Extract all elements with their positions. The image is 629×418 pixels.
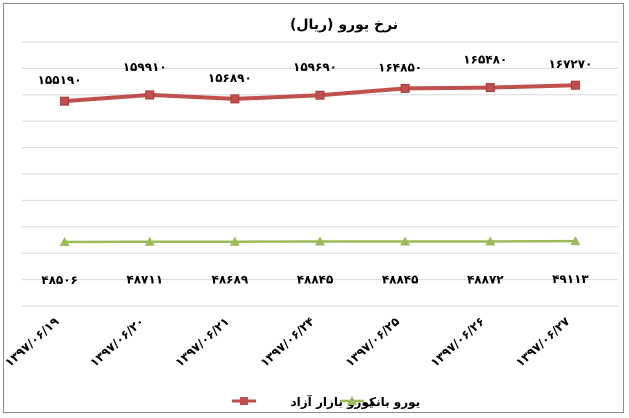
data-point — [144, 236, 155, 246]
data-point — [145, 90, 155, 100]
data-point — [315, 90, 325, 100]
x-tick-label: ۱۳۹۷/۰۶/۱۹ — [2, 314, 62, 370]
data-label: ۱۶۷۲۷۰ — [548, 57, 592, 71]
data-label: ۴۸۸۴۵ — [382, 273, 419, 287]
data-label: ۱۵۵۱۹۰ — [38, 73, 82, 87]
data-label: ۱۶۵۴۸۰ — [463, 53, 507, 67]
legend-triangle-marker — [347, 396, 357, 405]
chart-title: نرخ یورو (ریال) — [290, 17, 398, 33]
data-point — [570, 236, 581, 246]
x-tick-label: ۱۳۹۷/۰۶/۲۵ — [343, 314, 402, 369]
data-point — [400, 83, 410, 93]
series-layer — [59, 80, 581, 246]
data-label: ۴۹۱۱۳ — [552, 272, 589, 286]
data-point — [485, 83, 495, 93]
x-axis-ticks: ۱۳۹۷/۰۶/۱۹ ۱۳۹۷/۰۶/۲۰ ۱۳۹۷/۰۶/۲۱ ۱۳۹۷/۰۶/۲۴… — [2, 314, 573, 370]
data-point — [485, 236, 496, 246]
data-label: ۱۶۴۸۵۰ — [378, 60, 422, 74]
gridlines — [22, 41, 618, 307]
data-point — [315, 236, 325, 246]
data-label: ۴۸۸۴۵ — [297, 273, 334, 287]
data-point — [60, 96, 70, 106]
data-label: ۴۸۵۰۶ — [41, 273, 78, 287]
data-label: ۱۵۹۹۱۰ — [123, 60, 167, 74]
legend-square-marker — [240, 397, 248, 405]
data-point — [229, 236, 240, 246]
x-tick-label: ۱۳۹۷/۰۶/۲۶ — [428, 314, 487, 369]
data-label: ۴۸۷۱۱ — [126, 273, 163, 287]
data-labels: ۱۵۵۱۹۰ ۱۵۹۹۱۰ ۱۵۶۸۹۰ ۱۵۹۶۹۰ ۱۶۴۸۵۰ ۱۶۵۴۸۰ ۱۶۷۲… — [38, 53, 593, 287]
data-label: ۴۸۸۷۲ — [467, 272, 504, 286]
data-label: ۱۵۶۸۹۰ — [208, 71, 252, 85]
x-tick-label: ۱۳۹۷/۰۶/۲۰ — [87, 314, 146, 369]
data-label: ۱۵۹۶۹۰ — [293, 60, 337, 74]
x-tick-label: ۱۳۹۷/۰۶/۲۱ — [172, 314, 231, 369]
data-label: ۴۸۶۸۹ — [212, 273, 249, 287]
chart-frame — [3, 3, 624, 413]
data-point — [59, 236, 70, 246]
data-point — [400, 236, 411, 246]
x-tick-label: ۱۳۹۷/۰۶/۲۴ — [258, 314, 317, 369]
data-point — [570, 80, 580, 90]
x-tick-label: ۱۳۹۷/۰۶/۲۷ — [513, 314, 573, 370]
data-point — [230, 94, 240, 104]
legend-label-bank: یورو بانک — [364, 395, 420, 410]
